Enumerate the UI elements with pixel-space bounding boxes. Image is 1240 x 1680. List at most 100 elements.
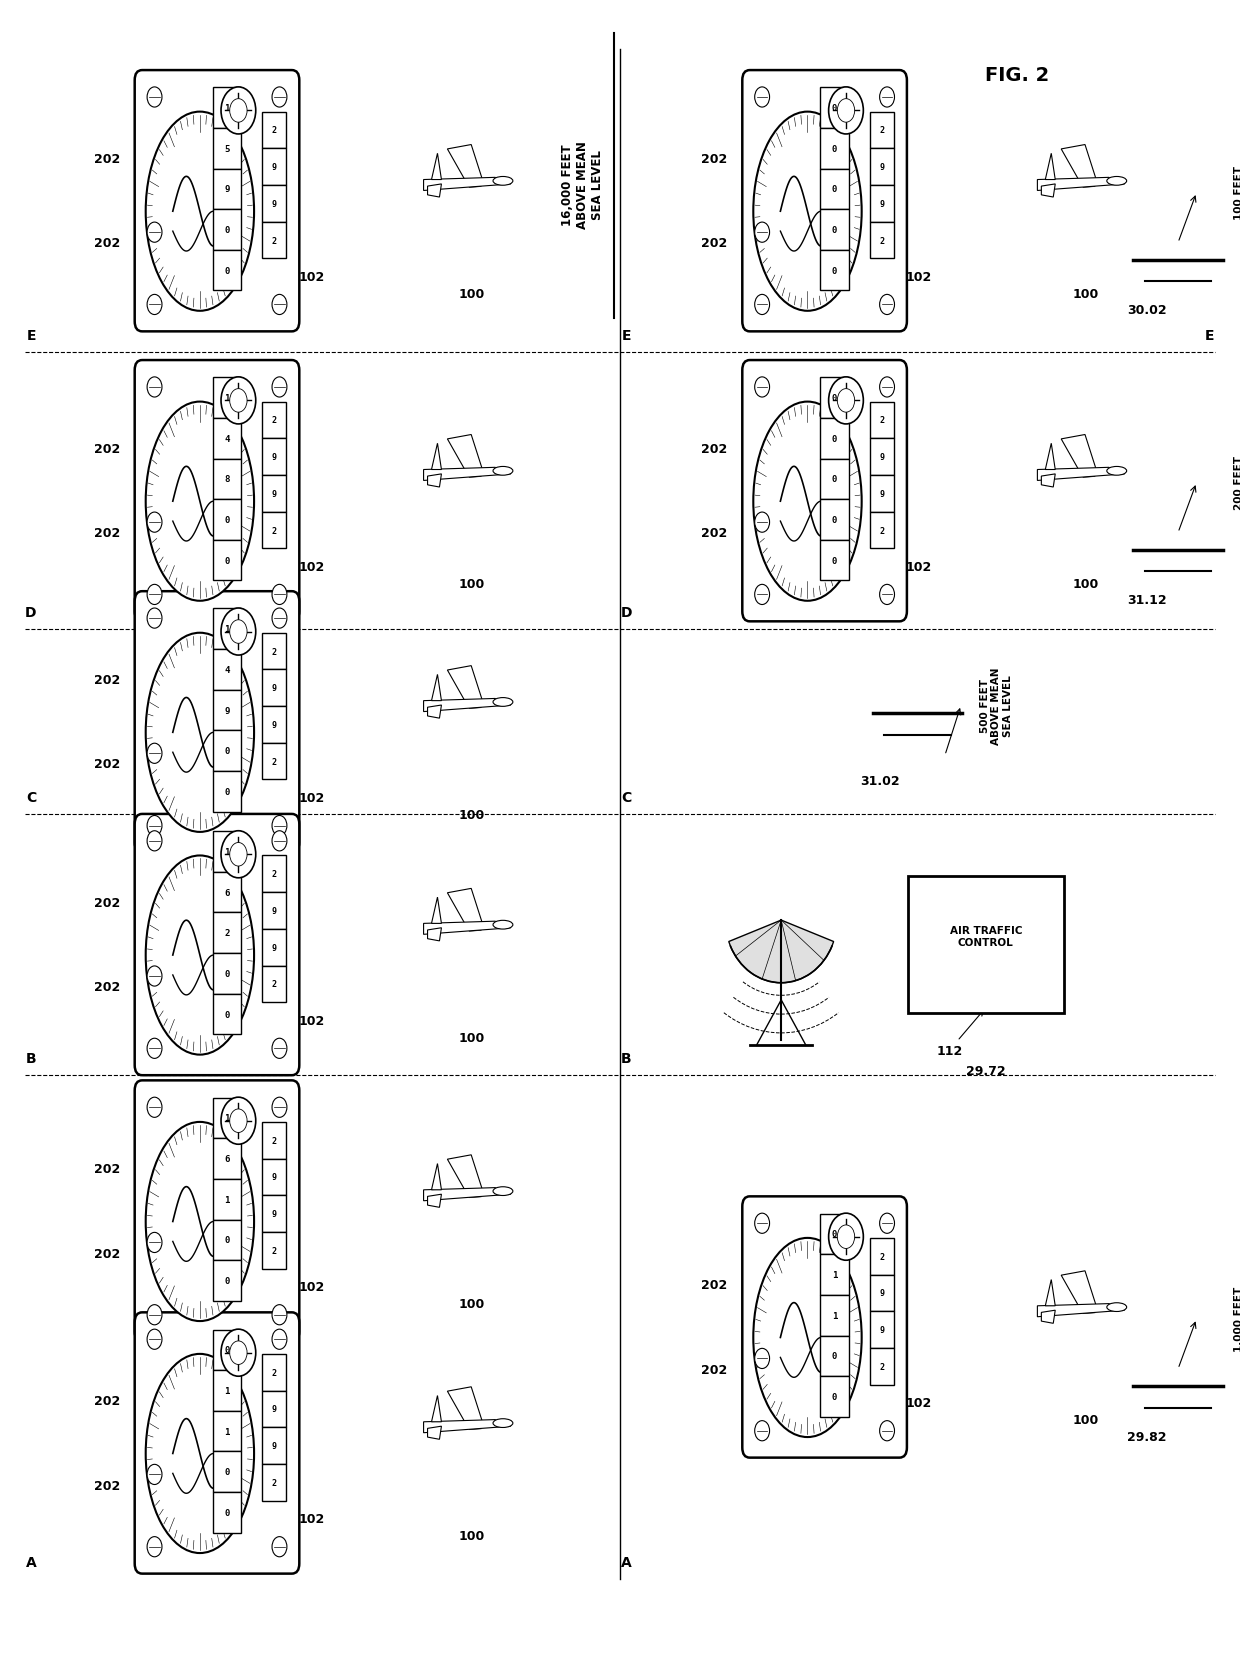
Bar	[821, 459, 849, 501]
Bar	[821, 170, 849, 210]
Bar	[213, 250, 242, 291]
Text: C: C	[621, 791, 631, 805]
Polygon shape	[1045, 1280, 1055, 1305]
Text: 202: 202	[93, 981, 120, 993]
Bar	[262, 186, 286, 222]
Bar	[869, 222, 894, 259]
Text: 2: 2	[272, 237, 277, 245]
Bar	[869, 1238, 894, 1275]
Text: E: E	[1204, 329, 1214, 343]
Circle shape	[148, 512, 162, 533]
Text: 2: 2	[272, 1368, 277, 1378]
Bar	[213, 1139, 242, 1179]
Polygon shape	[432, 444, 441, 470]
Polygon shape	[428, 706, 441, 719]
Polygon shape	[428, 185, 441, 198]
Circle shape	[221, 378, 255, 425]
Text: 9: 9	[272, 200, 277, 208]
Polygon shape	[424, 178, 511, 192]
FancyBboxPatch shape	[135, 71, 299, 333]
Bar	[262, 1463, 286, 1500]
Bar	[262, 670, 286, 707]
Text: 0: 0	[832, 1393, 837, 1401]
Text: 202: 202	[93, 1478, 120, 1492]
Text: 202: 202	[701, 1362, 728, 1376]
Circle shape	[272, 1329, 286, 1349]
Text: E: E	[621, 329, 631, 343]
Bar	[821, 418, 849, 459]
Circle shape	[229, 1109, 247, 1132]
Circle shape	[221, 87, 255, 134]
Text: 29.72: 29.72	[966, 1065, 1006, 1077]
Text: 9: 9	[879, 200, 884, 208]
Polygon shape	[1042, 185, 1055, 198]
Text: 2: 2	[224, 929, 229, 937]
Bar	[262, 150, 286, 186]
Text: 9: 9	[879, 163, 884, 171]
Text: 102: 102	[905, 1396, 932, 1410]
Polygon shape	[428, 1426, 441, 1440]
Text: 0: 0	[224, 267, 229, 276]
Text: 0: 0	[832, 1351, 837, 1361]
Bar	[821, 541, 849, 581]
Text: 2: 2	[272, 979, 277, 990]
Bar	[262, 743, 286, 780]
Text: 202: 202	[93, 897, 120, 909]
Bar	[213, 954, 242, 995]
Circle shape	[148, 744, 162, 764]
Bar	[213, 912, 242, 954]
Bar	[821, 210, 849, 250]
Circle shape	[272, 378, 286, 398]
Circle shape	[755, 1213, 770, 1233]
Text: 102: 102	[298, 791, 325, 805]
Text: 2: 2	[272, 870, 277, 879]
Bar	[213, 170, 242, 210]
Text: 202: 202	[93, 674, 120, 687]
Bar	[213, 650, 242, 690]
Ellipse shape	[146, 855, 254, 1055]
Bar	[262, 512, 286, 549]
Text: 112: 112	[936, 1011, 983, 1057]
Polygon shape	[428, 475, 441, 487]
Ellipse shape	[146, 1354, 254, 1552]
Text: 6: 6	[224, 889, 229, 897]
Bar	[821, 1376, 849, 1416]
Circle shape	[828, 87, 863, 134]
Polygon shape	[729, 921, 833, 983]
Circle shape	[272, 296, 286, 316]
Text: 100: 100	[1073, 1413, 1099, 1426]
Text: 9: 9	[272, 1173, 277, 1181]
Bar	[213, 1492, 242, 1532]
Circle shape	[148, 1465, 162, 1485]
Text: 0: 0	[224, 1235, 229, 1245]
Text: 202: 202	[93, 758, 120, 771]
Text: 100 FEET
ABOVE MEAN
SEA LEVEL: 100 FEET ABOVE MEAN SEA LEVEL	[1234, 155, 1240, 232]
Text: 0: 0	[224, 556, 229, 564]
Polygon shape	[432, 155, 441, 180]
Text: 1: 1	[224, 1114, 229, 1122]
Circle shape	[755, 585, 770, 605]
Text: 4: 4	[224, 665, 229, 674]
Text: 9: 9	[879, 454, 884, 462]
Circle shape	[148, 1329, 162, 1349]
Text: 100: 100	[459, 578, 485, 590]
Polygon shape	[1045, 444, 1055, 470]
Circle shape	[148, 1233, 162, 1253]
Ellipse shape	[754, 113, 862, 311]
Text: 1: 1	[224, 625, 229, 633]
Circle shape	[272, 1305, 286, 1326]
Bar	[262, 1159, 286, 1196]
Text: 9: 9	[272, 1441, 277, 1450]
Bar	[213, 690, 242, 731]
Text: 202: 202	[93, 237, 120, 250]
Text: 102: 102	[298, 270, 325, 284]
Polygon shape	[424, 699, 511, 712]
Text: 0: 0	[224, 788, 229, 796]
Polygon shape	[448, 146, 484, 185]
Bar	[213, 378, 242, 418]
Polygon shape	[1061, 1272, 1097, 1310]
Circle shape	[272, 87, 286, 108]
Text: 202: 202	[701, 153, 728, 166]
Bar	[213, 731, 242, 771]
Text: 1: 1	[224, 1194, 229, 1205]
